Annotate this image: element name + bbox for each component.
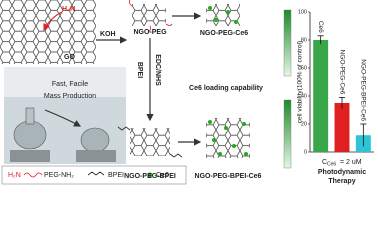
category-label: NGO-PEG-BPEI-Ce6 [360, 59, 367, 121]
flask [13, 120, 47, 150]
legend-peg: PEG-NH₂ [44, 172, 74, 179]
bpei-label: BPEI [136, 62, 143, 78]
peg-icon [23, 172, 43, 178]
loading-label: Ce6 loading capability [189, 85, 263, 92]
graphical-abstract: GO H₂N KOH Fast, Facile Mass Production … [0, 0, 374, 185]
y-tick-label: 100 [298, 9, 307, 15]
y-tick-label: 40 [301, 93, 307, 99]
ngo-peg-bpei-ce6-label: NGO-PEG-BPEI-Ce6 [195, 173, 262, 180]
ngo-peg-structure [128, 0, 173, 33]
category-label: Ce6 [317, 21, 324, 33]
y-axis-label: cell viability(100% of control) [297, 41, 304, 123]
graphene-sheet [0, 0, 96, 64]
photo-bg [4, 67, 126, 97]
category-label: NGO-PEG-Ce6 [338, 50, 345, 95]
legend-bpei: BPEI [108, 172, 124, 179]
legend-box [1, 165, 187, 185]
legend-amine: H₂N [8, 172, 21, 179]
arrow [44, 109, 82, 127]
red-arrow [43, 11, 63, 32]
flask-neck [25, 107, 35, 125]
ngo-peg-label: NGO-PEG [133, 29, 167, 36]
caption: Mass Production [44, 93, 96, 100]
gradient-bar [283, 9, 292, 77]
caption: Fast, Facile [52, 81, 88, 88]
conc-symbol: C [322, 159, 327, 166]
y-tick-label: 60 [301, 65, 307, 71]
bar [334, 103, 350, 152]
stirrer [76, 150, 116, 162]
y-tick-label: 20 [301, 121, 307, 127]
koh-label: KOH [100, 31, 116, 38]
gradient-bar [283, 99, 292, 169]
ce6-icon [147, 172, 153, 178]
pdt-label: Therapy [328, 178, 355, 185]
bar [313, 40, 329, 152]
ngo-peg-ce6-label: NGO-PEG-Ce6 [200, 30, 248, 37]
ngo-peg-bpei-ce6-structure [206, 118, 250, 158]
ngo-peg-bpei-label: NGO-PEG-BPEI [124, 173, 176, 180]
bpei-icon [87, 171, 105, 176]
ngo-peg-bpei-structure [117, 126, 183, 158]
legend-ce6: Ce6 [156, 172, 169, 179]
amine-label: H₂N [62, 6, 75, 13]
pdt-label: Photodynamic [318, 169, 366, 176]
y-tick-label: 80 [301, 37, 307, 43]
go-label: GO [64, 54, 75, 61]
edc-label: EDC/NHS [154, 54, 161, 86]
conc-subscript: Ce6 [327, 161, 336, 167]
ngo-peg-ce6-structure [206, 4, 240, 26]
flask [80, 127, 110, 153]
y-tick-label: 0 [304, 149, 307, 155]
conc-value: = 2 uM [340, 159, 362, 166]
stirrer [10, 150, 50, 162]
